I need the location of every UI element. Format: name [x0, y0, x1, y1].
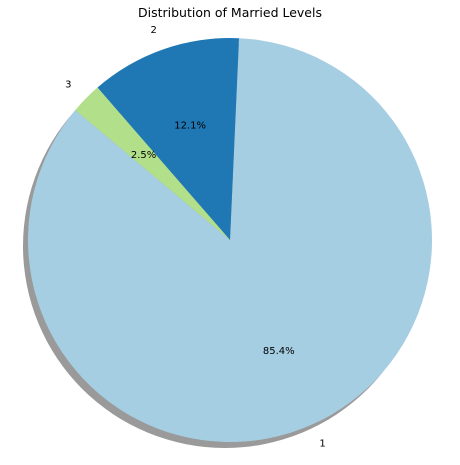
slice-label-2: 2 [151, 25, 157, 36]
pie-slice-3 [75, 87, 230, 240]
pie-labels: 1 85.4% 2 12.1% 3 2.5% [65, 25, 326, 449]
slice-percent-1: 85.4% [263, 346, 295, 357]
slice-percent-2: 12.1% [174, 121, 206, 132]
pie-slice-2 [97, 37, 240, 241]
slice-label-1: 1 [319, 438, 325, 449]
pie-slices [28, 37, 433, 442]
pie-slice-1 [28, 38, 433, 442]
chart-title: Distribution of Married Levels [138, 5, 322, 20]
slice-label-3: 3 [65, 79, 71, 90]
slice-percent-3: 2.5% [131, 150, 156, 161]
